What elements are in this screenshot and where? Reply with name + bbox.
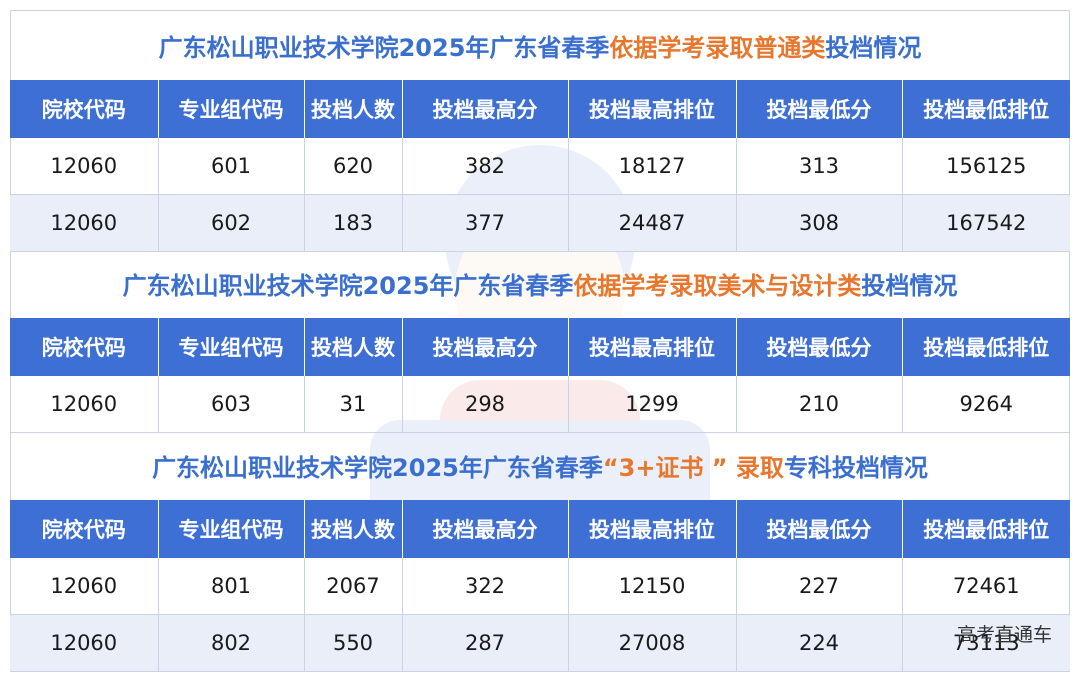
- table-cell: 287: [402, 614, 569, 672]
- title-prefix: 广东松山职业技术学院2025年广东省春季: [152, 453, 603, 482]
- table-cell: 224: [736, 614, 903, 672]
- section-art-design: 广东松山职业技术学院2025年广东省春季 依据学考录取美术与设计类 投档情况 院校代…: [10, 248, 1070, 433]
- table-row: 12060 603 31 298 1299 210 9264: [10, 376, 1070, 433]
- table-cell: 156125: [902, 138, 1070, 195]
- col-header: 院校代码: [10, 80, 159, 138]
- col-header: 投档人数: [304, 500, 403, 558]
- table-row: 12060 802 550 287 27008 224 73113: [10, 614, 1070, 672]
- table-cell: 308: [736, 194, 903, 252]
- title-prefix: 广东松山职业技术学院2025年广东省春季: [122, 271, 574, 300]
- title-suffix: 投档情况: [825, 33, 922, 62]
- col-header: 专业组代码: [158, 80, 305, 138]
- admission-table: 院校代码 专业组代码 投档人数 投档最高分 投档最高排位 投档最低分 投档最低排…: [10, 500, 1070, 672]
- table-cell: 9264: [902, 376, 1070, 433]
- col-header: 投档最高分: [402, 318, 569, 376]
- table-cell: 602: [158, 194, 305, 252]
- table-cell: 167542: [902, 194, 1070, 252]
- col-header: 投档人数: [304, 318, 403, 376]
- table-cell: 72461: [902, 558, 1070, 615]
- col-header: 投档人数: [304, 80, 403, 138]
- title-suffix: 专科投档情况: [783, 453, 928, 482]
- table-row: 12060 801 2067 322 12150 227 72461: [10, 558, 1070, 615]
- col-header: 投档最高排位: [568, 500, 737, 558]
- table-header-row: 院校代码 专业组代码 投档人数 投档最高分 投档最高排位 投档最低分 投档最低排…: [10, 80, 1070, 138]
- col-header: 专业组代码: [158, 318, 305, 376]
- table-header-row: 院校代码 专业组代码 投档人数 投档最高分 投档最高排位 投档最低分 投档最低排…: [10, 500, 1070, 558]
- section-title: 广东松山职业技术学院2025年广东省春季 依据学考录取美术与设计类 投档情况: [10, 248, 1070, 318]
- col-header: 投档最高排位: [568, 80, 737, 138]
- title-prefix: 广东松山职业技术学院2025年广东省春季: [158, 33, 610, 62]
- table-cell: 802: [158, 614, 305, 672]
- table-cell: 1299: [568, 376, 737, 433]
- table-cell: 183: [304, 194, 403, 252]
- table-row: 12060 601 620 382 18127 313 156125: [10, 138, 1070, 195]
- table-cell: 27008: [568, 614, 737, 672]
- section-3plus-cert: 广东松山职业技术学院2025年广东省春季 “3+证书 ” 录取 专科投档情况 院校代…: [10, 430, 1070, 672]
- table-row: 12060 602 183 377 24487 308 167542: [10, 194, 1070, 252]
- title-highlight: 依据学考录取普通类: [609, 33, 826, 62]
- admission-table: 院校代码 专业组代码 投档人数 投档最高分 投档最高排位 投档最低分 投档最低排…: [10, 80, 1070, 252]
- table-cell: 12060: [10, 194, 159, 252]
- footer-watermark: 高考直通车: [956, 624, 1052, 646]
- table-cell: 801: [158, 558, 305, 615]
- col-header: 投档最高分: [402, 80, 569, 138]
- col-header: 投档最低排位: [902, 318, 1070, 376]
- table-cell: 12060: [10, 614, 159, 672]
- table-cell: 73113: [902, 614, 1070, 672]
- col-header: 投档最低排位: [902, 500, 1070, 558]
- col-header: 投档最低分: [736, 318, 903, 376]
- admission-table: 院校代码 专业组代码 投档人数 投档最高分 投档最高排位 投档最低分 投档最低排…: [10, 318, 1070, 433]
- table-cell: 322: [402, 558, 569, 615]
- title-highlight: “3+证书 ” 录取: [602, 453, 784, 482]
- col-header: 院校代码: [10, 500, 159, 558]
- table-cell: 12060: [10, 138, 159, 195]
- col-header: 投档最高排位: [568, 318, 737, 376]
- table-cell: 2067: [304, 558, 403, 615]
- section-general: 广东松山职业技术学院2025年广东省春季 依据学考录取普通类 投档情况 院校代码 专…: [10, 10, 1070, 252]
- table-cell: 227: [736, 558, 903, 615]
- title-suffix: 投档情况: [861, 271, 958, 300]
- table-cell: 12150: [568, 558, 737, 615]
- table-cell: 12060: [10, 376, 159, 433]
- table-cell: 18127: [568, 138, 737, 195]
- table-cell: 382: [402, 138, 569, 195]
- table-cell: 210: [736, 376, 903, 433]
- table-cell: 12060: [10, 558, 159, 615]
- col-header: 投档最低分: [736, 500, 903, 558]
- table-header-row: 院校代码 专业组代码 投档人数 投档最高分 投档最高排位 投档最低分 投档最低排…: [10, 318, 1070, 376]
- table-cell: 313: [736, 138, 903, 195]
- title-highlight: 依据学考录取美术与设计类: [573, 271, 862, 300]
- table-cell: 550: [304, 614, 403, 672]
- table-cell: 620: [304, 138, 403, 195]
- table-cell: 31: [304, 376, 403, 433]
- section-title: 广东松山职业技术学院2025年广东省春季 依据学考录取普通类 投档情况: [10, 10, 1070, 80]
- col-header: 院校代码: [10, 318, 159, 376]
- col-header: 投档最低分: [736, 80, 903, 138]
- table-cell: 603: [158, 376, 305, 433]
- table-cell: 298: [402, 376, 569, 433]
- table-cell: 24487: [568, 194, 737, 252]
- table-cell: 601: [158, 138, 305, 195]
- section-title: 广东松山职业技术学院2025年广东省春季 “3+证书 ” 录取 专科投档情况: [10, 430, 1070, 500]
- col-header: 投档最高分: [402, 500, 569, 558]
- col-header: 投档最低排位: [902, 80, 1070, 138]
- table-cell: 377: [402, 194, 569, 252]
- col-header: 专业组代码: [158, 500, 305, 558]
